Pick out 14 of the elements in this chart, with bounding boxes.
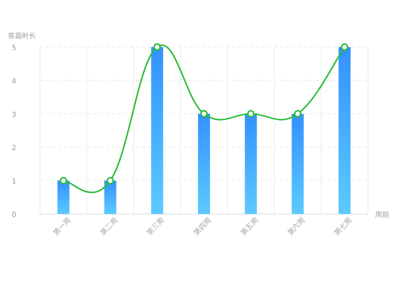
- point: [153, 43, 161, 51]
- point: [106, 176, 114, 184]
- point: [247, 110, 255, 118]
- bar: [338, 47, 351, 214]
- bar: [292, 114, 304, 214]
- point: [340, 43, 348, 51]
- bar: [104, 180, 116, 214]
- bar: [57, 180, 70, 214]
- point: [294, 110, 302, 118]
- bar: [198, 114, 210, 214]
- bar: [244, 114, 257, 214]
- point: [200, 110, 208, 118]
- point: [60, 176, 68, 184]
- bar: [151, 47, 164, 214]
